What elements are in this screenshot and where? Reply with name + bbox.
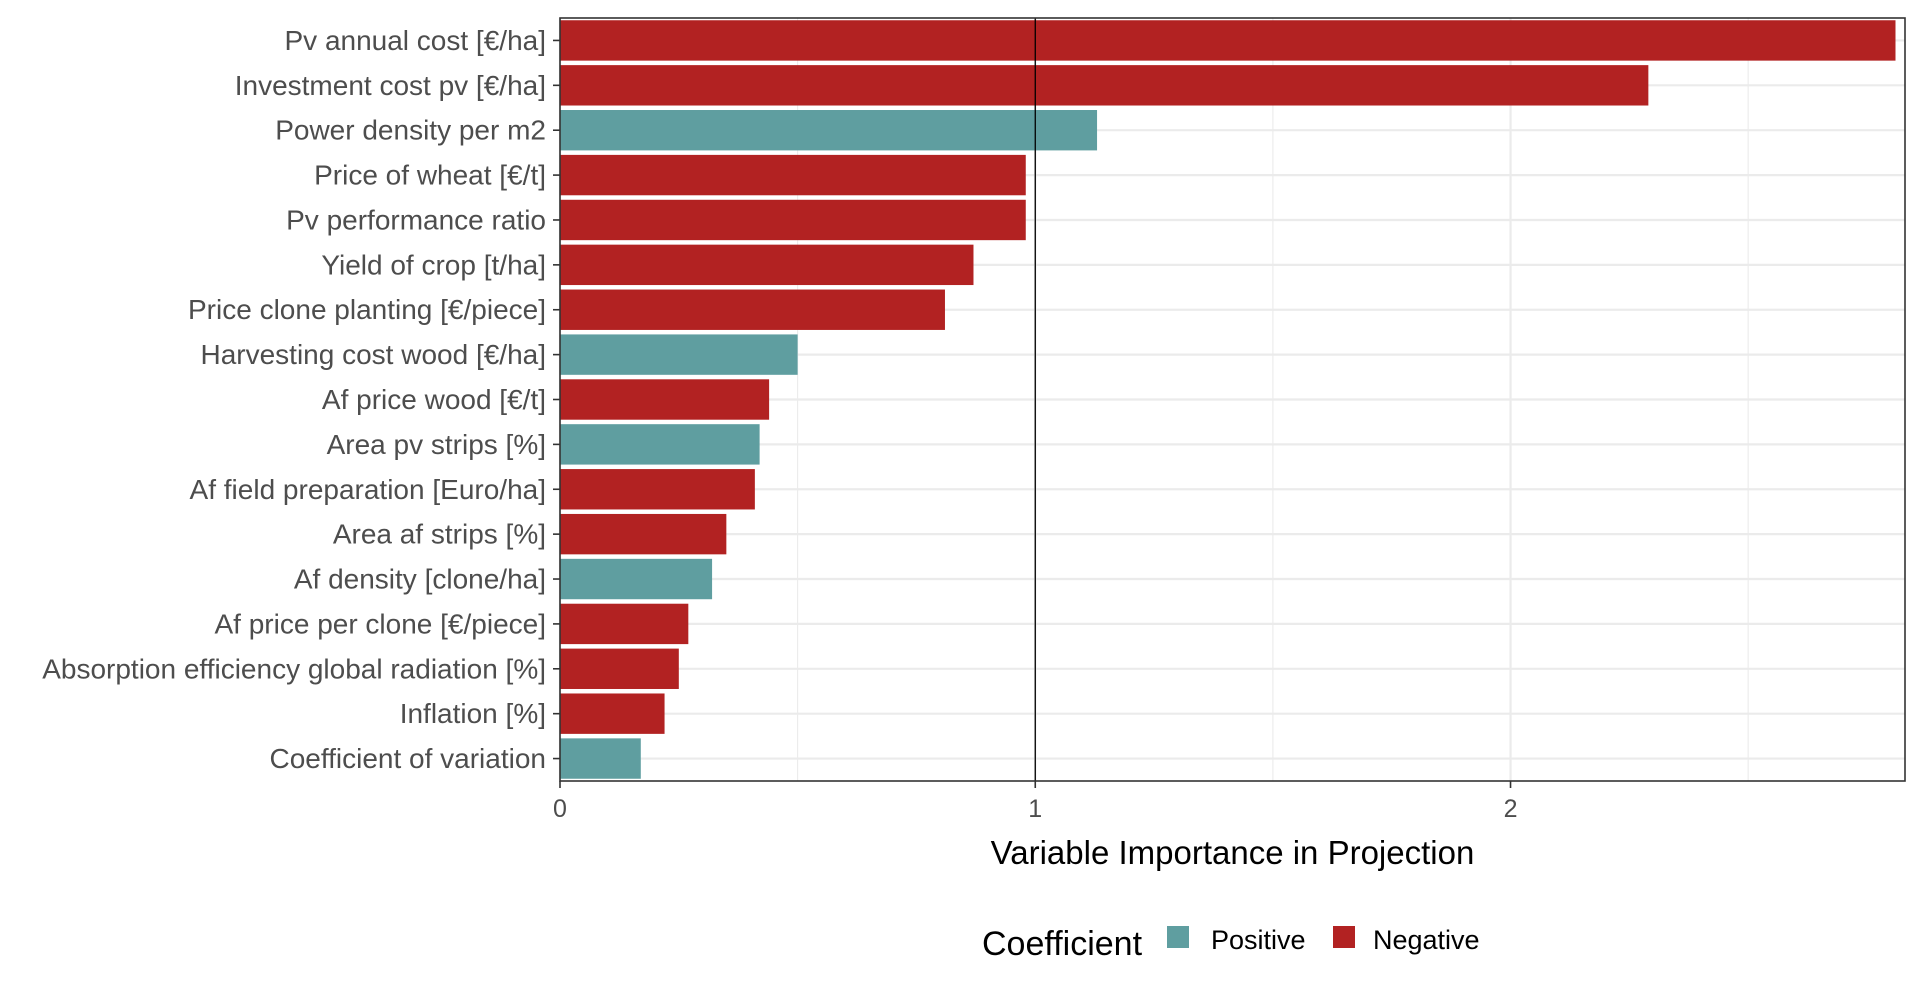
category-label: Af density [clone/ha] bbox=[294, 564, 546, 595]
x-axis-ticks: 0 1 2 bbox=[553, 781, 1517, 823]
x-axis-title: Variable Importance in Projection bbox=[991, 834, 1475, 871]
bar bbox=[560, 648, 679, 689]
bar-layer bbox=[560, 20, 1896, 779]
legend-label-negative: Negative bbox=[1373, 925, 1480, 955]
category-label: Af field preparation [Euro/ha] bbox=[190, 474, 546, 505]
category-label: Area af strips [%] bbox=[333, 519, 546, 550]
bar bbox=[560, 424, 760, 465]
bar bbox=[560, 558, 713, 600]
category-label: Af price wood [€/t] bbox=[322, 384, 546, 415]
bar bbox=[560, 154, 1026, 196]
legend-key-positive bbox=[1167, 926, 1189, 948]
x-tick-label: 0 bbox=[553, 795, 567, 823]
category-labels: Pv annual cost [€/ha] Investment cost pv … bbox=[42, 25, 560, 774]
category-label: Harvesting cost wood [€/ha] bbox=[200, 339, 546, 370]
x-tick-label: 1 bbox=[1028, 795, 1042, 823]
bar bbox=[560, 469, 755, 510]
bar bbox=[560, 244, 974, 286]
bar bbox=[560, 513, 727, 555]
x-tick-label: 2 bbox=[1504, 795, 1518, 823]
bar bbox=[560, 20, 1896, 61]
legend-label-positive: Positive bbox=[1211, 925, 1306, 955]
bar bbox=[560, 738, 641, 779]
bar bbox=[560, 693, 665, 734]
legend-key-negative bbox=[1333, 926, 1355, 948]
bar bbox=[560, 603, 689, 645]
bar bbox=[560, 199, 1026, 241]
category-label: Af price per clone [€/piece] bbox=[214, 608, 546, 639]
bar bbox=[560, 110, 1098, 151]
legend-title: Coefficient bbox=[982, 925, 1143, 963]
category-label: Price clone planting [€/piece] bbox=[188, 294, 546, 325]
category-label: Yield of crop [t/ha] bbox=[321, 249, 546, 280]
category-label: Power density per m2 bbox=[275, 115, 546, 146]
category-label: Price of wheat [€/t] bbox=[314, 160, 546, 191]
category-label: Absorption efficiency global radiation [… bbox=[42, 653, 546, 684]
category-label: Pv annual cost [€/ha] bbox=[284, 25, 546, 56]
category-label: Area pv strips [%] bbox=[327, 429, 546, 460]
category-label: Coefficient of variation bbox=[269, 743, 546, 774]
category-label: Investment cost pv [€/ha] bbox=[235, 70, 546, 101]
bar bbox=[560, 289, 945, 330]
legend: Coefficient Positive Negative bbox=[982, 925, 1480, 963]
bar bbox=[560, 334, 798, 375]
category-label: Pv performance ratio bbox=[286, 204, 546, 235]
bar bbox=[560, 65, 1649, 106]
category-label: Inflation [%] bbox=[400, 698, 546, 729]
bar bbox=[560, 379, 770, 420]
